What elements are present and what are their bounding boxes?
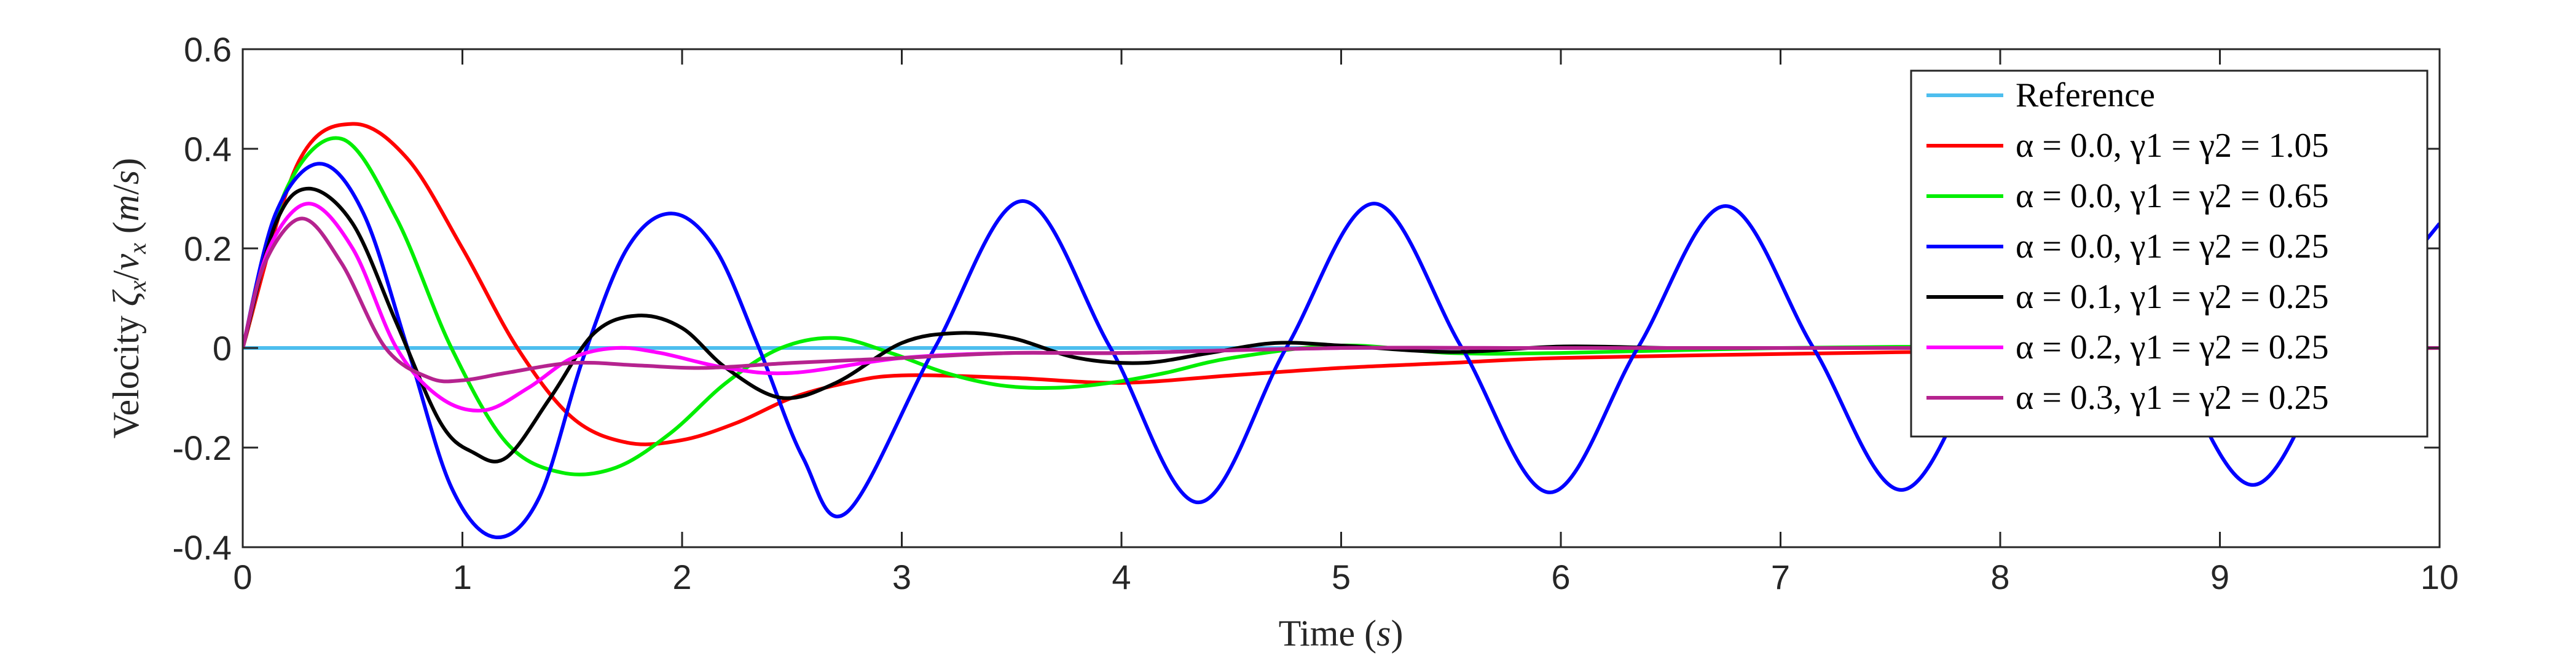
series-line-6 [243,216,2440,384]
legend-label-3: α = 0.0, γ1 = γ2 = 0.25 [2016,227,2329,266]
legend-entries: Reference α = 0.0, γ1 = γ2 = 1.05 α = 0.0,… [1926,76,2329,417]
legend-label-1: α = 0.0, γ1 = γ2 = 1.05 [2016,127,2329,165]
y-axis-label-zeta: ζ [106,289,146,306]
series-layer [243,122,2440,539]
y-axis-label-unit-slash: / [106,184,146,195]
series-line-1 [243,122,2440,446]
legend-box [1910,69,2429,438]
x-tick-label: 4 [1112,558,1131,596]
x-tick-label: 9 [2210,558,2229,596]
y-axis-label-unit-s: s [106,170,146,184]
x-axis-label-unit: s [1376,613,1391,654]
x-tick-label: 5 [1332,558,1351,596]
y-tick-label: 0.2 [184,229,232,268]
legend-label-6: α = 0.3, γ1 = γ2 = 0.25 [2016,379,2329,417]
x-axis-label-suffix: ) [1391,613,1403,654]
legend-label-0: Reference [2016,76,2155,114]
y-axis-label-v-sub: x [124,243,151,255]
x-tick-label: 3 [892,558,911,596]
x-axis-label: Time (s) [1279,613,1404,654]
x-tick-label: 7 [1771,558,1790,596]
legend: Reference α = 0.0, γ1 = γ2 = 1.05 α = 0.0,… [1910,69,2429,438]
x-tick-label: 1 [453,558,472,596]
y-axis-label-unit: ( [106,221,146,243]
legend-label-2: α = 0.0, γ1 = γ2 = 0.65 [2016,177,2329,215]
y-tick-label: -0.4 [173,528,232,567]
y-axis-label-unit-m: m [106,195,146,221]
y-axis-label-unit-close: ) [106,158,146,170]
x-axis-label-prefix: Time ( [1279,613,1377,654]
legend-label-4: α = 0.1, γ1 = γ2 = 0.25 [2016,278,2329,316]
y-axis-label-slash: / [106,270,146,280]
y-tick-label: 0.4 [184,130,232,168]
y-axis-label-word: Velocity [106,306,146,438]
y-axis-label-zeta-sub: x [124,280,151,292]
y-axis-label: Velocity ζx/vx (m/s) [106,158,151,438]
y-tick-label: -0.2 [173,429,232,467]
x-tick-label: 2 [672,558,691,596]
x-tick-label: 6 [1551,558,1570,596]
y-tick-label: 0.6 [184,30,232,69]
x-tick-label: 8 [1990,558,2009,596]
y-tick-label: 0 [213,329,232,368]
x-tick-label: 0 [233,558,252,596]
y-axis-label-v: v [106,254,146,271]
x-tick-label: 10 [2421,558,2459,596]
legend-label-5: α = 0.2, γ1 = γ2 = 0.25 [2016,328,2329,366]
ticks-layer: 0 1 2 3 4 5 6 7 8 9 10 -0.4 -0.2 0 0.2 0.4 0.6 [173,30,2459,596]
